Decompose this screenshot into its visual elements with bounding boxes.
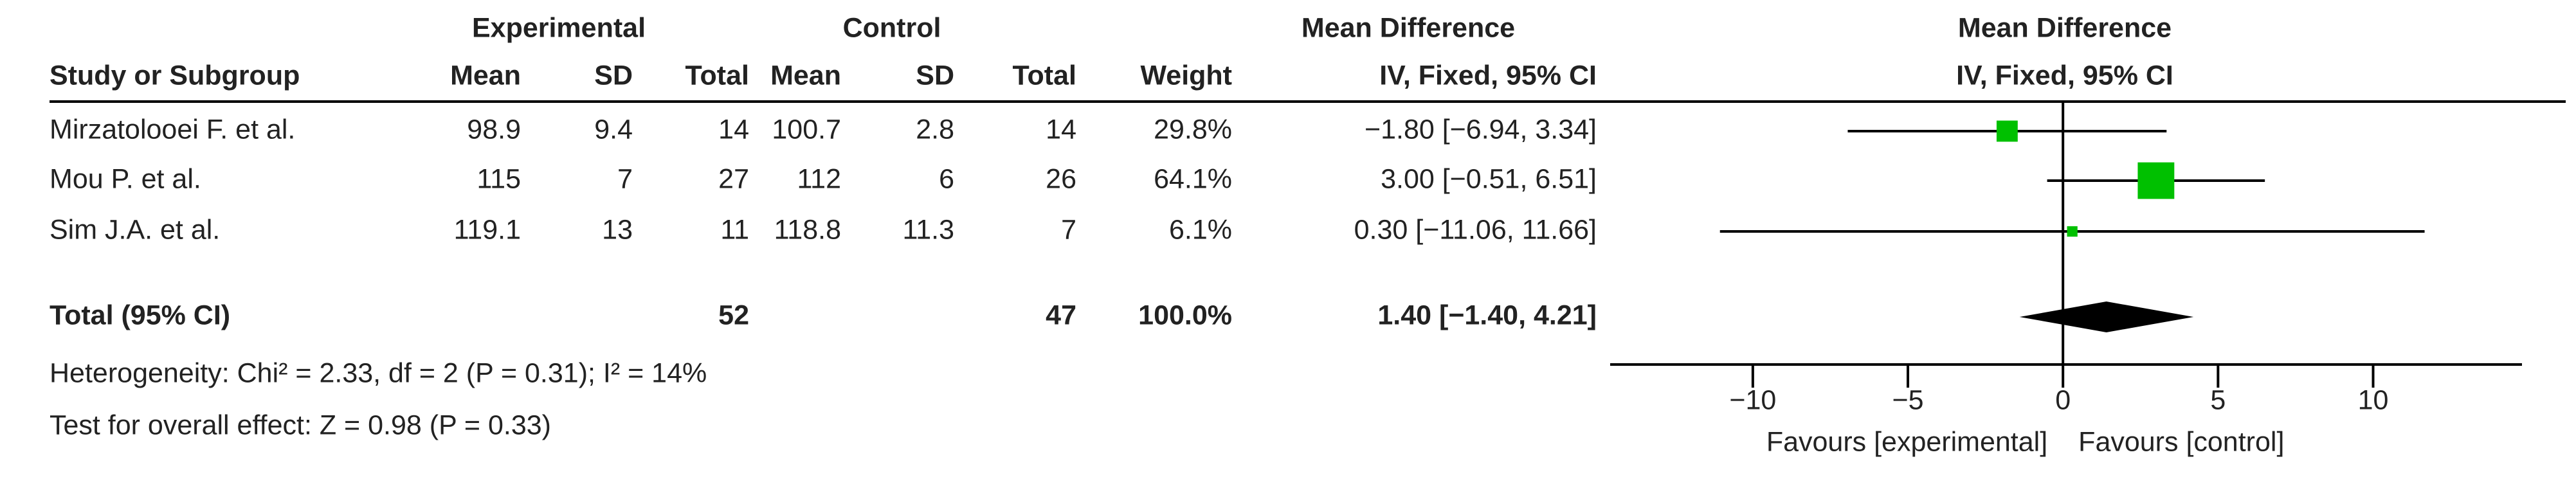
total-cell: 100.0% <box>1138 300 1232 330</box>
effect-square <box>2137 162 2175 199</box>
total-cell: 1.40 [−1.40, 4.21] <box>1377 300 1597 330</box>
cell: 27 <box>718 163 749 194</box>
column-header: Total <box>1012 60 1076 91</box>
cell: 11 <box>720 214 749 245</box>
x-tick-label: −10 <box>1729 384 1776 415</box>
x-tick-label: 5 <box>2210 384 2226 415</box>
effect-square <box>2067 226 2078 237</box>
column-header: Study or Subgroup <box>50 60 300 91</box>
column-header: SD <box>916 60 954 91</box>
favours-left: Favours [experimental] <box>1766 426 2047 457</box>
favours-right: Favours [control] <box>2078 426 2284 457</box>
column-header: Mean <box>770 60 841 91</box>
cell: 115 <box>476 163 521 194</box>
total-cell: 47 <box>1046 300 1076 330</box>
cell: 100.7 <box>772 114 841 145</box>
group-header: Experimental <box>472 12 646 43</box>
cell: 14 <box>718 114 749 145</box>
cell: Mou P. et al. <box>50 163 201 194</box>
cell: 14 <box>1046 114 1076 145</box>
column-header: IV, Fixed, 95% CI <box>1956 60 2173 91</box>
x-tick-label: −5 <box>1892 384 1924 415</box>
cell: 2.8 <box>916 114 954 145</box>
heterogeneity: Heterogeneity: Chi² = 2.33, df = 2 (P = … <box>50 357 707 388</box>
cell: Mirzatolooei F. et al. <box>50 114 295 145</box>
cell: 13 <box>602 214 633 245</box>
cell: 0.30 [−11.06, 11.66] <box>1354 214 1597 245</box>
cell: 118.8 <box>774 214 841 245</box>
overall-effect: Test for overall effect: Z = 0.98 (P = 0… <box>50 410 551 440</box>
cell: 119.1 <box>454 214 521 245</box>
cell: 7 <box>617 163 633 194</box>
column-header: SD <box>594 60 633 91</box>
total-cell: Total (95% CI) <box>50 300 230 330</box>
group-header: Mean Difference <box>1958 12 2172 43</box>
cell: 29.8% <box>1154 114 1232 145</box>
x-tick-label: 0 <box>2055 384 2071 415</box>
cell: 6.1% <box>1169 214 1232 245</box>
cell: 98.9 <box>467 114 521 145</box>
summary-diamond <box>2019 302 2194 332</box>
group-header: Control <box>843 12 941 43</box>
column-header: Weight <box>1140 60 1232 91</box>
cell: 11.3 <box>903 214 955 245</box>
cell: 3.00 [−0.51, 6.51] <box>1381 163 1597 194</box>
cell: 7 <box>1061 214 1076 245</box>
cell: 112 <box>797 163 841 194</box>
column-header: Total <box>685 60 749 91</box>
cell: 6 <box>939 163 954 194</box>
total-cell: 52 <box>718 300 749 330</box>
column-header: IV, Fixed, 95% CI <box>1379 60 1597 91</box>
x-tick-label: 10 <box>2358 384 2389 415</box>
group-header: Mean Difference <box>1302 12 1515 43</box>
cell: 64.1% <box>1154 163 1232 194</box>
effect-square <box>1996 120 2018 142</box>
column-header: Mean <box>450 60 521 91</box>
cell: 26 <box>1046 163 1076 194</box>
cell: −1.80 [−6.94, 3.34] <box>1365 114 1597 145</box>
cell: Sim J.A. et al. <box>50 214 220 245</box>
cell: 9.4 <box>594 114 633 145</box>
